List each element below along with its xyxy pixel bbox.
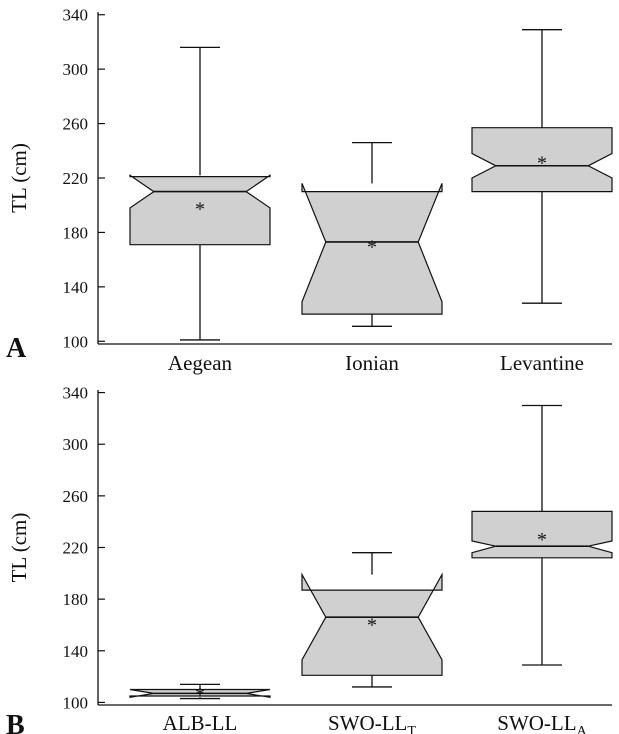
mean-marker: * (537, 529, 547, 551)
mean-marker: * (195, 199, 205, 221)
x-category-label: Levantine (500, 351, 584, 375)
y-tick-label: 300 (63, 60, 89, 79)
mean-marker: * (367, 614, 377, 636)
y-tick-label: 340 (63, 6, 89, 25)
y-tick-label: 300 (63, 435, 89, 454)
y-tick-label: 340 (63, 384, 89, 403)
mean-marker: * (195, 684, 205, 706)
y-tick-label: 140 (63, 278, 89, 297)
x-category-label: Ionian (345, 351, 399, 375)
notched-box (471, 127, 613, 193)
x-category-label: SWO-LLA (497, 711, 587, 734)
notched-box (301, 572, 443, 676)
panel-b: 100 140 180 220 260 300 340 TL (cm) B * ALB-LL * SWO… (6, 384, 613, 734)
mean-marker: * (367, 237, 377, 259)
notched-box (129, 174, 271, 246)
x-category-label: Aegean (168, 351, 233, 375)
y-tick-label: 260 (63, 115, 89, 134)
x-category-label: ALB-LL (163, 711, 238, 734)
y-tick-label: 220 (63, 169, 89, 188)
panel-a: 100 140 180 220 260 300 340 TL (cm) A * Aegean * Ion… (6, 6, 613, 375)
panel-label: A (6, 333, 27, 364)
y-tick-label: 100 (63, 332, 89, 351)
panel-label: B (6, 710, 25, 734)
y-tick-label: 140 (63, 642, 89, 661)
y-axis-title: TL (cm) (7, 143, 31, 213)
y-tick-label: 180 (63, 223, 89, 242)
x-category-label: SWO-LLT (328, 711, 416, 734)
y-axis-title: TL (cm) (7, 513, 31, 583)
y-tick-label: 180 (63, 590, 89, 609)
notched-box (301, 183, 443, 315)
y-tick-label: 220 (63, 539, 89, 558)
y-tick-label: 100 (63, 693, 89, 712)
y-tick-label: 260 (63, 487, 89, 506)
mean-marker: * (537, 152, 547, 174)
